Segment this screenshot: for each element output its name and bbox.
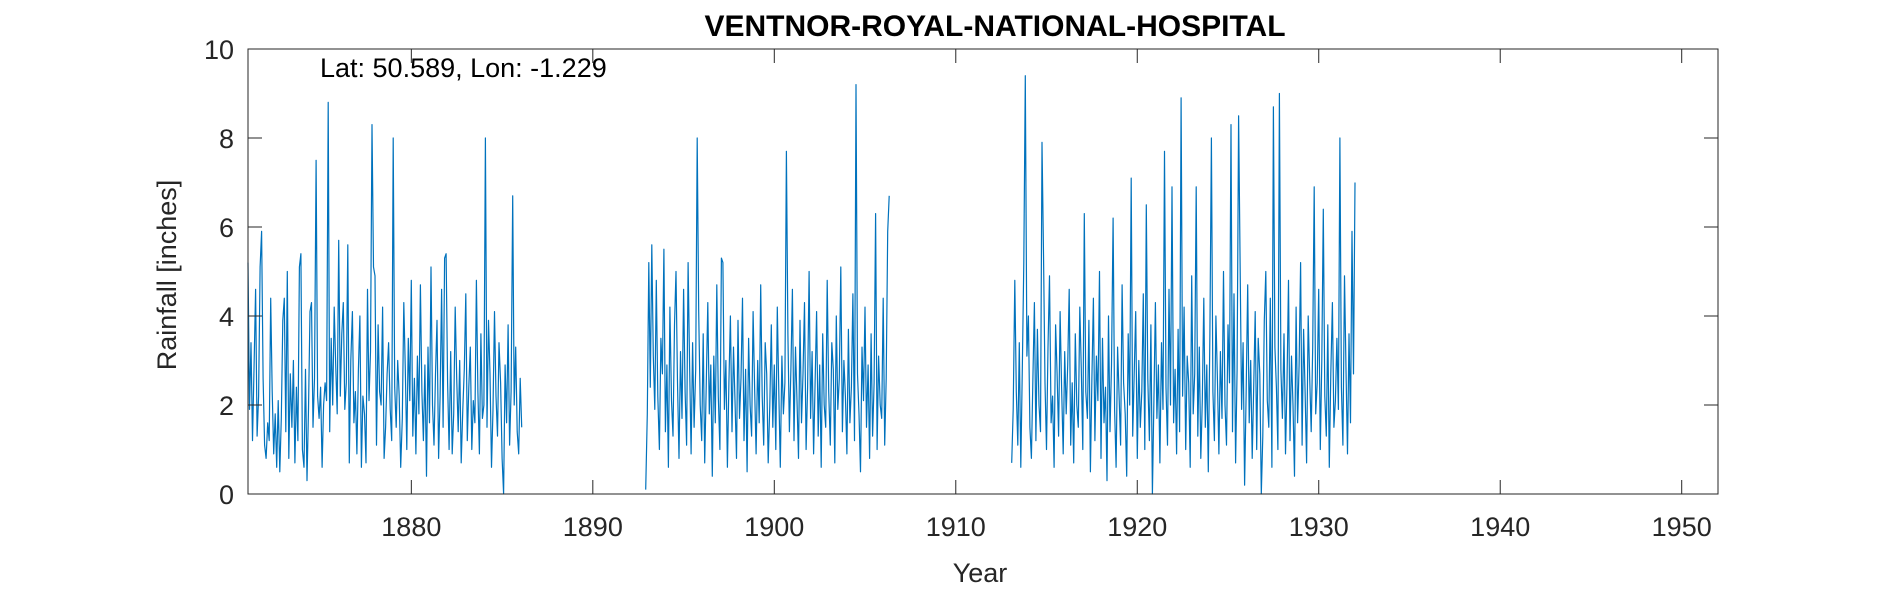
y-tick-label: 0	[219, 480, 234, 510]
y-tick-label: 2	[219, 391, 234, 421]
data-marks	[247, 75, 1356, 495]
x-tick-label: 1890	[563, 512, 623, 542]
rainfall-series-segment-2	[645, 83, 890, 490]
location-annotation: Lat: 50.589, Lon: -1.229	[320, 53, 607, 83]
plot-frame	[247, 48, 1719, 495]
y-tick-label: 10	[204, 35, 234, 65]
rainfall-series-segment-1	[247, 101, 523, 495]
axes	[247, 48, 1719, 495]
y-tick-label: 6	[219, 213, 234, 243]
x-tick-label: 1930	[1289, 512, 1349, 542]
x-tick-label: 1950	[1652, 512, 1712, 542]
chart-title: VENTNOR-ROYAL-NATIONAL-HOSPITAL	[704, 10, 1285, 43]
tick-labels: 1880 1890 1900 1910 1920 1930 1940 1950 0 2 4 6 8 10	[204, 35, 1712, 542]
x-axis-label: Year	[953, 558, 1008, 588]
x-tick-label: 1940	[1470, 512, 1530, 542]
y-axis-label: Rainfall [inches]	[152, 180, 182, 371]
x-tick-label: 1920	[1107, 512, 1167, 542]
x-tick-label: 1900	[744, 512, 804, 542]
y-tick-label: 4	[219, 302, 234, 332]
rainfall-series-segment-3	[1011, 75, 1356, 495]
x-tick-label: 1910	[926, 512, 986, 542]
x-tick-label: 1880	[381, 512, 441, 542]
y-tick-label: 8	[219, 124, 234, 154]
